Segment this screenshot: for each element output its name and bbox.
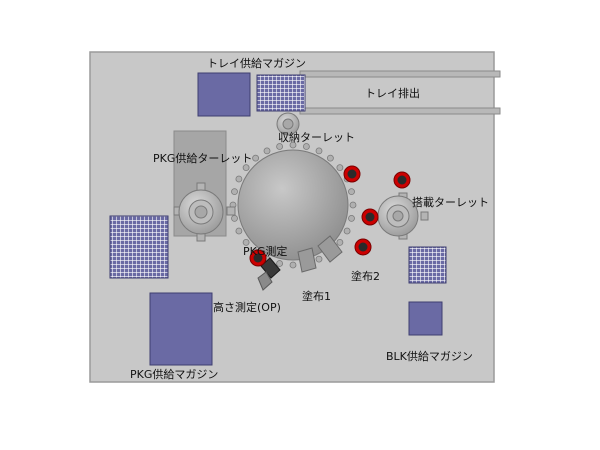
pkg-tray-grid [109, 215, 169, 279]
turret-tick [336, 238, 344, 246]
height-measure-sensor [257, 257, 281, 291]
label-pkg-supply-turret: PKG供給ターレット [153, 152, 253, 165]
turret-tick [231, 188, 238, 196]
label-pkg-supply-magazine: PKG供給マガジン [130, 368, 219, 381]
label-height-measure: 高さ測定(OP) [213, 301, 281, 314]
label-coating2: 塗布2 [351, 270, 380, 283]
turret-tick [315, 255, 323, 263]
blk-supply-magazine [408, 301, 443, 336]
red-pocket [249, 249, 267, 267]
turret-tick [289, 261, 297, 269]
turret-tick [235, 227, 243, 235]
turret-tick [302, 143, 310, 150]
storage-turret [276, 112, 300, 136]
blk-tray-grid [408, 246, 447, 284]
turret-tick [315, 147, 323, 155]
coating-station-1 [297, 247, 317, 273]
turret-tick [242, 238, 250, 246]
main-index-turret [237, 149, 349, 261]
label-mounting-turret: 搭載ターレット [412, 196, 489, 209]
label-coating1: 塗布1 [302, 290, 331, 303]
turret-tick [276, 143, 284, 150]
turret-tick [289, 141, 297, 149]
turret-tick [252, 154, 260, 162]
coating-station-2 [317, 235, 343, 263]
pkg-supply-turret [173, 182, 236, 242]
red-pocket [343, 165, 361, 183]
turret-tick [349, 201, 357, 209]
turret-tick [276, 260, 284, 267]
turret-tick [231, 214, 238, 222]
mounting-turret [377, 192, 429, 240]
turret-tick [348, 214, 355, 222]
label-tray-supply-magazine: トレイ供給マガジン [207, 57, 306, 70]
tray-grid [256, 74, 306, 112]
turret-tick [348, 188, 355, 196]
red-pocket [354, 238, 372, 256]
label-pkg-measure: PKG測定 [243, 245, 288, 258]
turret-tick [326, 154, 334, 162]
turret-tick [242, 164, 250, 172]
turret-tick [263, 147, 271, 155]
tray-supply-magazine [197, 72, 251, 117]
label-tray-discharge: トレイ排出 [365, 87, 420, 100]
turret-tick [235, 175, 243, 183]
label-storage-turret: 収納ターレット [278, 131, 355, 144]
red-pocket [361, 208, 379, 226]
turret-tick [336, 164, 344, 172]
label-blk-supply-magazine: BLK供給マガジン [386, 350, 473, 363]
red-pocket [393, 171, 411, 189]
turret-tick [343, 227, 351, 235]
pkg-supply-magazine [149, 292, 213, 366]
red-pockets [249, 165, 411, 267]
